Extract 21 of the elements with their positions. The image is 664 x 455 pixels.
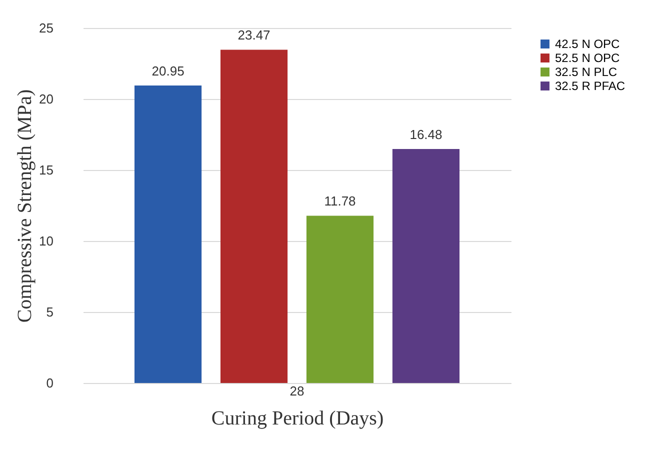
data-label: 16.48 [410,126,442,142]
y-tick-label: 0 [46,376,54,390]
y-tick-label: 10 [39,234,54,248]
y-tick-label: 15 [39,162,54,178]
y-tick-label: 25 [39,20,54,36]
data-label: 23.47 [238,28,270,43]
legend-label: 52.5 N OPC [555,51,620,65]
bar [306,216,374,383]
x-axis-title: Curing Period (Days) [211,408,384,430]
legend-label: 42.5 N OPC [555,37,620,51]
bar [134,86,202,383]
y-tick-label: 5 [46,304,54,320]
legend-label: 32.5 N PLC [555,65,618,79]
legend-label: 32.5 R PFAC [555,79,626,93]
y-tick-label: 20 [39,92,54,106]
data-label: 11.78 [324,194,356,209]
bar [220,50,288,383]
y-axis-title: Compressive Strength (MPa) [14,89,36,323]
data-label: 20.95 [152,64,184,79]
x-tick-label: 28 [290,384,304,398]
bar [392,148,460,383]
